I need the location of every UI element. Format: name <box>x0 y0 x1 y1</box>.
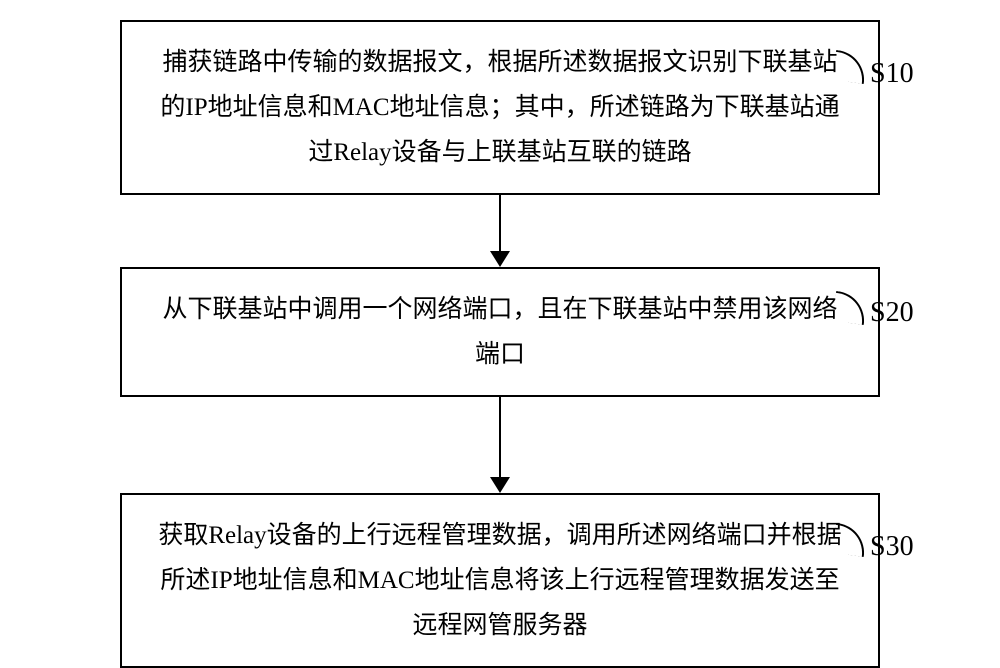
step-label-s30: S30 <box>870 531 914 563</box>
arrow-head-1 <box>490 251 510 267</box>
step-label-s10: S10 <box>870 58 914 90</box>
arrow-head-2 <box>490 477 510 493</box>
step-label-s20: S20 <box>870 297 914 329</box>
step-row-s30: 获取Relay设备的上行远程管理数据，调用所述网络端口并根据所述IP地址信息和M… <box>0 493 1000 668</box>
arrow-s20-s30 <box>490 397 510 493</box>
step-row-s10: 捕获链路中传输的数据报文，根据所述数据报文识别下联基站的IP地址信息和MAC地址… <box>0 20 1000 195</box>
step-box-s10: 捕获链路中传输的数据报文，根据所述数据报文识别下联基站的IP地址信息和MAC地址… <box>120 20 880 195</box>
arrow-line-2 <box>499 397 501 477</box>
arrow-line-1 <box>499 195 501 251</box>
step-box-s20: 从下联基站中调用一个网络端口，且在下联基站中禁用该网络端口 <box>120 267 880 397</box>
step-row-s20: 从下联基站中调用一个网络端口，且在下联基站中禁用该网络端口 S20 <box>0 267 1000 397</box>
step-text-s20: 从下联基站中调用一个网络端口，且在下联基站中禁用该网络端口 <box>162 296 837 368</box>
flowchart-container: 捕获链路中传输的数据报文，根据所述数据报文识别下联基站的IP地址信息和MAC地址… <box>0 0 1000 668</box>
step-text-s10: 捕获链路中传输的数据报文，根据所述数据报文识别下联基站的IP地址信息和MAC地址… <box>160 49 839 166</box>
arrow-s10-s20 <box>490 195 510 267</box>
step-text-s30: 获取Relay设备的上行远程管理数据，调用所述网络端口并根据所述IP地址信息和M… <box>158 522 841 639</box>
step-box-s30: 获取Relay设备的上行远程管理数据，调用所述网络端口并根据所述IP地址信息和M… <box>120 493 880 668</box>
